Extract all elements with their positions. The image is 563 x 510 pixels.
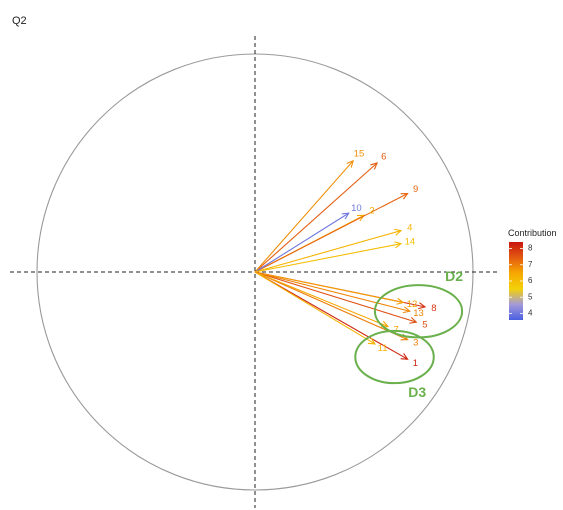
arrow-1 xyxy=(254,271,408,360)
legend-tick-label: 4 xyxy=(528,309,533,318)
panel-label: Q2 xyxy=(12,15,27,27)
arrowhead-8 xyxy=(418,302,427,310)
variable-label-9: 9 xyxy=(413,184,418,195)
variable-arrows xyxy=(254,159,427,360)
legend-ticks: 4 5 6 7 8 xyxy=(509,244,533,318)
variable-label-1: 1 xyxy=(413,358,418,369)
arrow-13 xyxy=(254,271,410,312)
legend-title: Contribution xyxy=(508,228,557,238)
variable-label-10: 10 xyxy=(351,203,362,214)
arrowhead-12 xyxy=(396,297,405,305)
arrow-15 xyxy=(254,160,354,273)
arrow-5 xyxy=(254,271,417,323)
legend-tick-label: 5 xyxy=(528,292,533,301)
arrow-3 xyxy=(254,271,408,341)
contribution-legend: Contribution 4 5 6 7 8 xyxy=(508,228,557,320)
arrow-10 xyxy=(254,212,350,273)
arrowhead-9 xyxy=(400,192,409,200)
arrowhead-13 xyxy=(402,306,412,314)
variable-label-8: 8 xyxy=(431,303,436,314)
variable-label-2: 2 xyxy=(369,206,374,217)
cluster-ellipse-d3 xyxy=(354,329,435,385)
arrowhead-1 xyxy=(400,353,409,360)
variable-label-4: 4 xyxy=(407,223,412,234)
variable-label-5: 5 xyxy=(422,319,427,330)
arrow-6 xyxy=(254,162,378,273)
variable-label-11: 11 xyxy=(378,343,388,354)
variable-label-6: 6 xyxy=(381,152,386,163)
arrow-14 xyxy=(254,243,402,273)
variable-label-12: 12 xyxy=(407,299,418,310)
arrowhead-2 xyxy=(356,214,366,222)
legend-tick-label: 6 xyxy=(528,276,533,285)
cluster-ellipses: D2 D3 xyxy=(354,268,463,400)
variable-label-13: 13 xyxy=(413,308,424,319)
legend-tick-label: 8 xyxy=(528,244,533,253)
arrowhead-4 xyxy=(394,228,403,236)
variable-label-15: 15 xyxy=(354,149,365,160)
arrow-4 xyxy=(254,230,402,273)
arrowhead-11 xyxy=(367,337,376,345)
arrowhead-6 xyxy=(370,162,379,170)
variable-label-14: 14 xyxy=(405,236,416,247)
arrowhead-14 xyxy=(394,241,403,249)
variable-label-3: 3 xyxy=(413,338,418,349)
arrowhead-15 xyxy=(346,159,354,168)
arrow-9 xyxy=(254,193,408,273)
legend-tick-label: 7 xyxy=(528,260,533,269)
arrow-7 xyxy=(254,271,389,328)
cluster-label-d3: D3 xyxy=(408,384,426,400)
cluster-label-d2: D2 xyxy=(445,268,463,284)
arrow-11 xyxy=(254,271,376,345)
arrowhead-5 xyxy=(409,316,418,324)
arrowhead-10 xyxy=(341,212,350,220)
arrow-12 xyxy=(254,271,404,304)
legend-colorbar xyxy=(509,242,523,320)
